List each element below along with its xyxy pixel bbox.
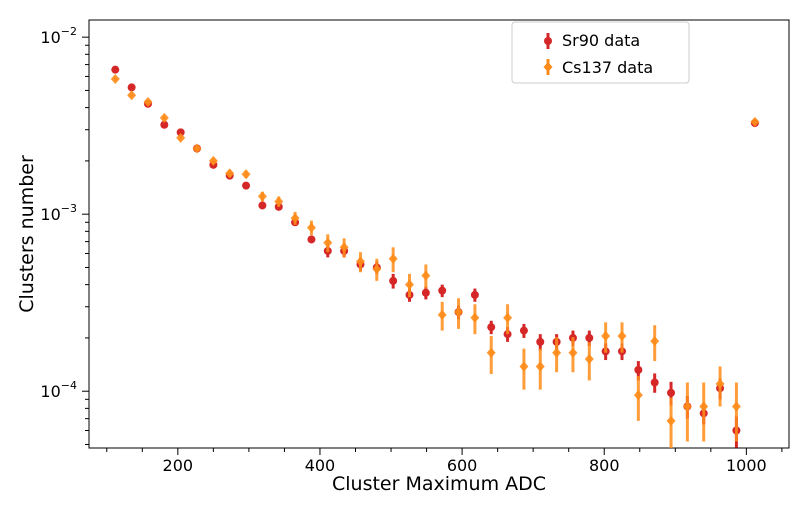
data-point <box>667 388 676 397</box>
y-tick-label-0: 10−4 <box>40 379 77 401</box>
data-point <box>650 378 659 387</box>
x-tick-label-400: 400 <box>305 456 336 475</box>
data-point <box>421 270 431 281</box>
data-point <box>585 333 594 342</box>
data-point <box>389 276 398 285</box>
legend-label-cs137: Cs137 data <box>562 58 653 77</box>
data-point <box>208 155 218 166</box>
data-point <box>487 323 496 332</box>
data-point <box>127 83 136 92</box>
data-point <box>438 286 447 295</box>
data-point <box>617 331 627 342</box>
axis-ticks: 200 400 600 800 1000 10−4 10−3 10−2 <box>40 25 783 475</box>
legend: Sr90 data Cs137 data <box>511 21 690 84</box>
x-tick-label-600: 600 <box>447 456 478 475</box>
data-point <box>601 331 611 342</box>
data-point <box>682 401 692 412</box>
data-point <box>242 181 251 190</box>
data-point <box>633 390 643 401</box>
x-tick-label-800: 800 <box>589 456 620 475</box>
data-point <box>486 347 496 358</box>
x-axis-label: Cluster Maximum ADC <box>332 473 546 495</box>
data-point <box>257 191 267 202</box>
data-point <box>355 256 365 267</box>
data-point <box>568 347 578 358</box>
plot-frame <box>88 19 790 449</box>
data-point <box>306 222 316 233</box>
legend-marker-cs137 <box>543 62 553 72</box>
series-layer <box>110 65 760 448</box>
data-point <box>715 378 725 389</box>
data-point <box>323 237 333 248</box>
data-point <box>470 312 480 323</box>
data-point <box>339 242 349 253</box>
data-point <box>110 74 120 85</box>
data-point <box>192 143 202 154</box>
data-point <box>437 309 447 320</box>
data-point <box>405 279 415 290</box>
series-cs137 <box>110 74 760 448</box>
data-point <box>470 290 479 299</box>
data-point <box>650 336 660 347</box>
data-point <box>176 132 186 143</box>
data-point <box>225 168 235 179</box>
data-point <box>241 169 251 180</box>
data-point <box>535 361 545 372</box>
legend-marker-sr90 <box>544 37 552 45</box>
data-point <box>111 65 120 74</box>
data-point <box>454 307 464 318</box>
data-point <box>258 201 267 210</box>
data-point <box>750 116 760 127</box>
data-point <box>584 354 594 365</box>
legend-label-sr90: Sr90 data <box>562 31 640 50</box>
data-point <box>388 253 398 264</box>
data-point <box>421 288 430 297</box>
data-point <box>731 401 741 412</box>
data-point <box>503 312 513 323</box>
data-point <box>552 347 562 358</box>
data-point <box>290 213 300 224</box>
data-point <box>519 326 528 335</box>
data-point <box>143 97 153 108</box>
data-point <box>372 264 382 275</box>
data-point <box>666 415 676 426</box>
y-axis-label: Clusters number <box>16 155 38 313</box>
y-tick-label-2: 10−2 <box>40 25 77 47</box>
data-point <box>519 361 529 372</box>
data-point <box>159 112 169 123</box>
data-point <box>307 235 316 244</box>
legend-box <box>511 21 690 84</box>
x-tick-label-1000: 1000 <box>726 456 767 475</box>
data-point <box>699 401 709 412</box>
data-point <box>127 90 137 101</box>
x-tick-label-200: 200 <box>163 456 194 475</box>
y-tick-label-1: 10−3 <box>40 202 77 224</box>
data-point <box>160 120 169 129</box>
data-point <box>274 196 284 207</box>
data-point <box>536 337 545 346</box>
data-point <box>634 365 643 374</box>
data-point <box>176 128 185 137</box>
